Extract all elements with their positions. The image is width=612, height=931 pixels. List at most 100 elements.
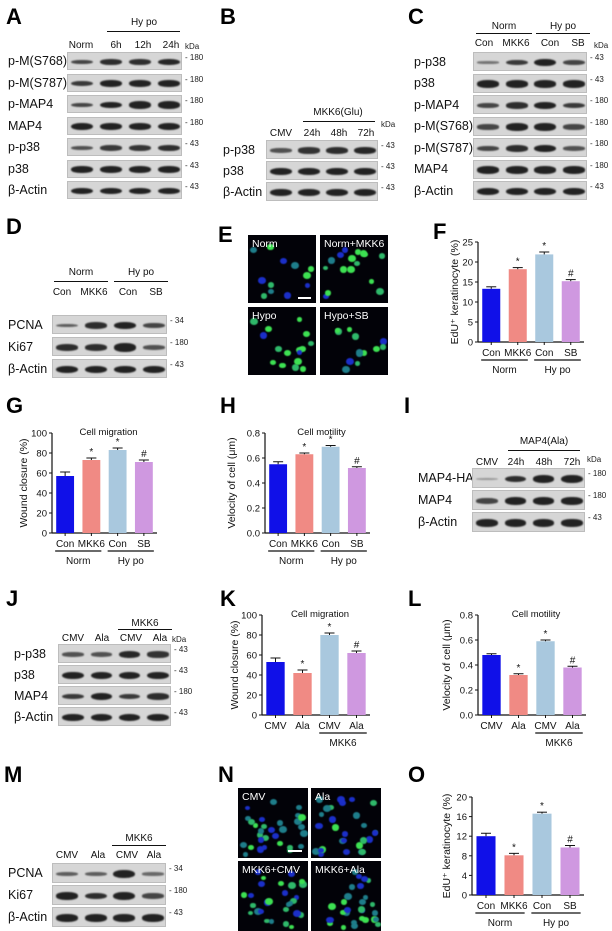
- kda-marker: - 43: [169, 908, 183, 917]
- nucleus: [291, 364, 299, 371]
- protein-band: [118, 713, 141, 722]
- protein-band: [128, 58, 151, 66]
- blot-row-label: MAP4: [418, 493, 453, 507]
- lane-label: Ala: [152, 633, 168, 644]
- nucleus: [361, 876, 369, 883]
- nucleus: [349, 796, 355, 802]
- protein-band: [505, 145, 528, 152]
- panel-label: I: [404, 393, 411, 418]
- panel-label: H: [220, 393, 236, 418]
- kda-marker: - 180: [185, 117, 204, 127]
- protein-band: [562, 146, 585, 151]
- group-underline: [476, 33, 532, 35]
- protein-band: [141, 872, 164, 876]
- x-tick-label: Con: [482, 348, 500, 359]
- protein-band: [505, 123, 528, 131]
- nucleus: [347, 266, 355, 273]
- protein-band: [142, 365, 165, 374]
- protein-band: [532, 475, 555, 483]
- blot-strip: [473, 52, 587, 71]
- nucleus: [277, 820, 284, 826]
- significance-marker: *: [540, 801, 544, 812]
- lane-label: CMV: [61, 633, 85, 644]
- nucleus: [335, 328, 341, 333]
- kda-marker: - 43: [590, 182, 604, 191]
- y-tick-label: 20: [246, 691, 257, 702]
- protein-band: [157, 101, 180, 109]
- protein-band: [84, 914, 107, 922]
- kda-header: kDa: [594, 41, 609, 50]
- protein-band: [113, 365, 136, 374]
- nucleus: [283, 292, 292, 300]
- nucleus: [340, 837, 348, 844]
- kda-header: kDa: [172, 635, 187, 644]
- protein-band: [100, 58, 123, 66]
- nucleus: [277, 840, 283, 846]
- nucleus: [289, 924, 295, 930]
- lane-label: 72h: [357, 128, 375, 139]
- nucleus: [298, 843, 304, 849]
- x-tick-label: Con: [477, 901, 495, 912]
- nucleus: [299, 365, 307, 372]
- panel-label: A: [6, 4, 22, 29]
- nucleus: [365, 835, 374, 843]
- panel-f-edu-bar-chart: F 0 5 10 15 20 25 EdU⁺ keratinocyte (%) Con * MKK…: [400, 210, 612, 376]
- blot-row-label: p38: [14, 667, 35, 682]
- x-tick-label: Con: [321, 539, 339, 550]
- y-tick-label: 0.6: [247, 454, 260, 465]
- nucleus: [327, 902, 336, 910]
- bar: [482, 655, 501, 715]
- protein-band: [113, 869, 136, 879]
- protein-band: [62, 693, 84, 700]
- y-tick-label: 4: [462, 871, 467, 882]
- panel-e-edu-staining: E Norm Norm+MKK6 Hypo Hypo+SB: [200, 210, 400, 375]
- kda-marker: - 180: [174, 687, 193, 696]
- nucleus: [240, 891, 248, 898]
- protein-band: [100, 187, 123, 195]
- nucleus: [247, 910, 253, 916]
- y-tick-label: 100: [241, 611, 257, 622]
- micrograph-hypo-sb: Hypo+SB: [320, 307, 388, 375]
- bar: [56, 476, 75, 533]
- group-label: Norm: [66, 556, 90, 567]
- group-underline: [508, 450, 580, 452]
- nucleus: [339, 800, 346, 807]
- bar: [560, 847, 580, 895]
- micrograph-mkk6-ala: MKK6+Ala: [311, 861, 381, 931]
- kda-marker: - 180: [588, 469, 607, 478]
- nucleus: [341, 247, 348, 253]
- chart-title: Cell motility: [512, 609, 561, 620]
- protein-band: [505, 102, 528, 109]
- bar: [563, 667, 582, 715]
- blot-row-label: β-Actin: [8, 361, 48, 376]
- nucleus: [352, 811, 361, 819]
- protein-band: [354, 167, 376, 176]
- lane-label: CMV: [269, 128, 293, 139]
- bar: [509, 675, 528, 715]
- nucleus: [297, 912, 305, 919]
- protein-band: [561, 519, 583, 527]
- panel-m-western-blot: M MKK6 CMV Ala CMV Ala PCNA - 34 Ki67 - 180…: [0, 760, 200, 931]
- lane-label: CMV: [115, 850, 139, 861]
- lane-label: Ala: [146, 850, 162, 861]
- lane-label: Con: [52, 287, 72, 298]
- nucleus: [303, 330, 311, 338]
- micrograph-mkk6-cmv: MKK6+CMV: [238, 861, 308, 931]
- micrograph-hypo: Hypo: [248, 307, 316, 375]
- protein-band: [354, 147, 376, 154]
- protein-band: [505, 59, 528, 66]
- nucleus: [261, 834, 269, 841]
- y-tick-label: 100: [31, 429, 47, 440]
- protein-band: [534, 80, 557, 88]
- scale-bar: [288, 850, 302, 852]
- bar-chart-svg: 0 20 40 60 80 100 Cell migration Wound closure …: [18, 427, 157, 567]
- protein-band: [128, 80, 151, 87]
- nucleus: [265, 898, 273, 906]
- kda-marker: - 43: [381, 141, 395, 150]
- blot-strip: [52, 907, 166, 927]
- nucleus: [341, 831, 349, 838]
- protein-band: [85, 365, 108, 374]
- protein-band: [476, 498, 498, 504]
- group-underline: [303, 121, 375, 123]
- blot-strip: [472, 490, 585, 510]
